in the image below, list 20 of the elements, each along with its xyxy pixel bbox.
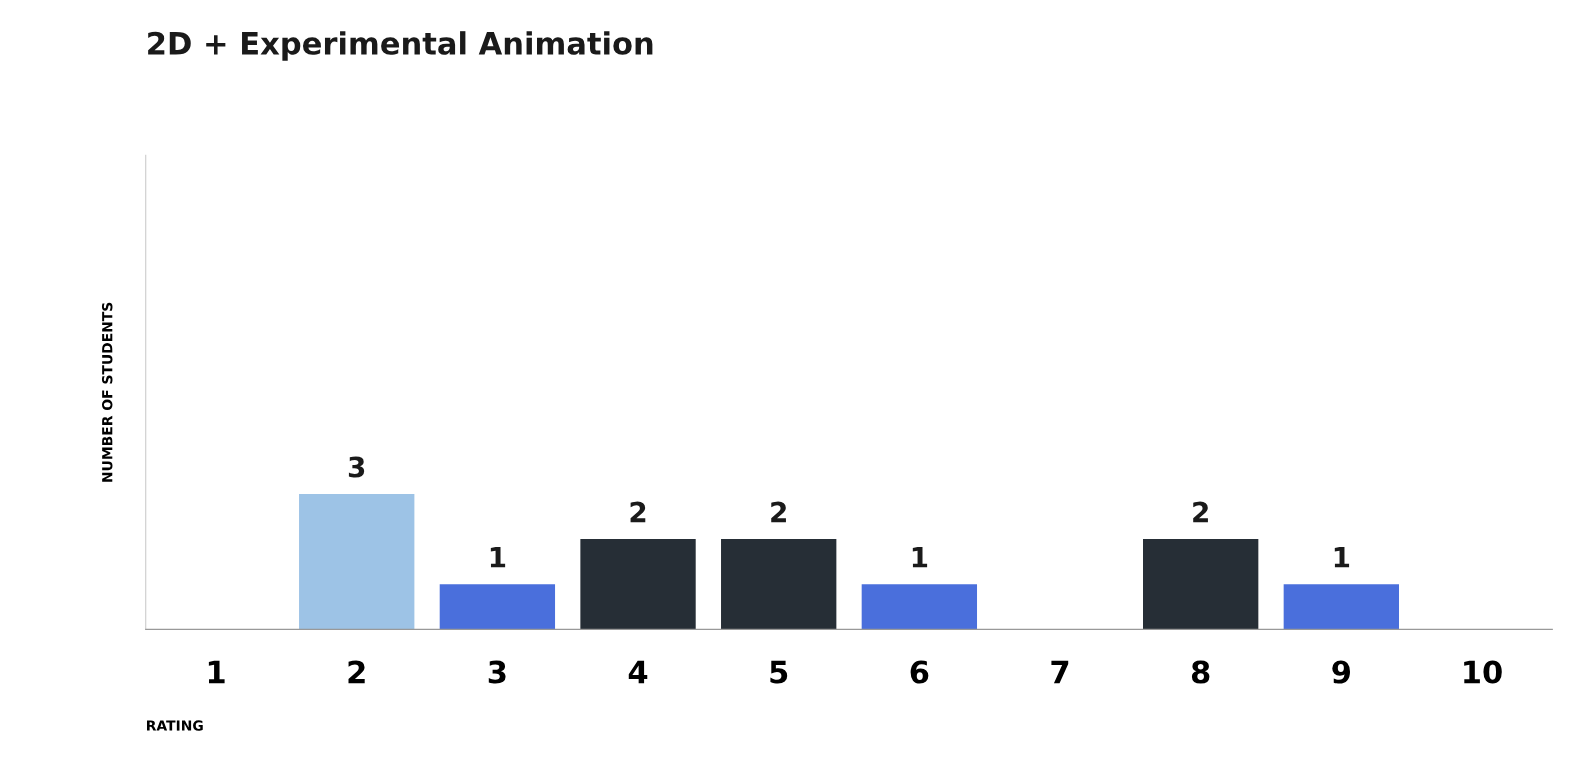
data-label: 2 bbox=[630, 501, 646, 523]
data-label: 2 bbox=[1193, 501, 1208, 523]
x-tick-label: 1 bbox=[208, 660, 225, 684]
x-tick-label: 4 bbox=[628, 660, 648, 684]
x-axis-title: RATING bbox=[147, 720, 203, 731]
x-tick-label: 8 bbox=[1191, 660, 1210, 684]
x-tick-label: 5 bbox=[770, 660, 788, 684]
data-label: 2 bbox=[771, 501, 786, 523]
data-label: 3 bbox=[348, 456, 365, 478]
x-tick-label: 9 bbox=[1332, 660, 1351, 684]
y-axis-title: NUMBER OF STUDENTS bbox=[101, 302, 113, 482]
x-tick-label: 6 bbox=[910, 660, 929, 684]
data-label: 1 bbox=[912, 547, 928, 568]
chart-title: 2D + Experimental Animation bbox=[148, 31, 653, 61]
x-tick-label: 7 bbox=[1051, 660, 1069, 684]
data-label: 1 bbox=[1334, 547, 1350, 568]
x-tick-label: 3 bbox=[488, 660, 506, 684]
data-label: 1 bbox=[490, 547, 506, 568]
x-tick-label: 2 bbox=[348, 660, 365, 684]
x-tick-label: 10 bbox=[1464, 660, 1502, 684]
